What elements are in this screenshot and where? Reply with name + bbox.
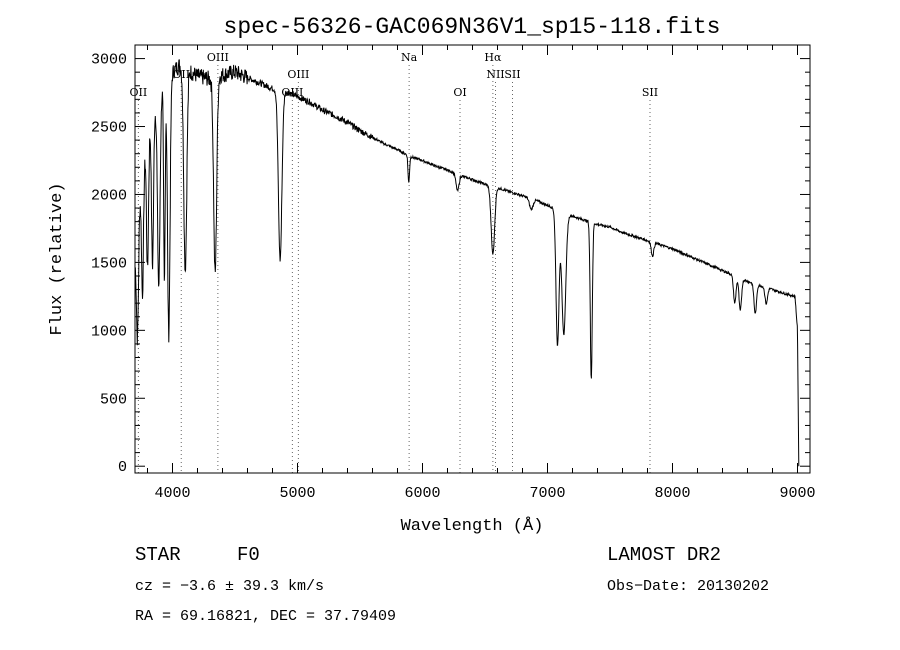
x-tick-label: 4000 <box>154 485 190 502</box>
y-tick-label: 1500 <box>91 255 127 272</box>
line-marker-label: SII <box>504 68 520 81</box>
line-marker-label: Hα <box>484 51 502 64</box>
line-marker-label: OIII <box>287 68 309 81</box>
x-tick-label: 5000 <box>279 485 315 502</box>
x-tick-label: 9000 <box>779 485 815 502</box>
x-tick-label: 8000 <box>654 485 690 502</box>
line-marker-label: OII <box>130 86 148 99</box>
line-marker-label: Na <box>401 51 418 64</box>
line-marker-label: SII <box>642 86 658 99</box>
x-tick-label: 6000 <box>404 485 440 502</box>
y-tick-label: 3000 <box>91 52 127 69</box>
coordinates: RA = 69.16821, DEC = 37.79409 <box>135 608 396 625</box>
plot-frame <box>134 44 811 474</box>
spectrum-line <box>134 59 800 467</box>
spectral-subclass: F0 <box>237 544 260 566</box>
y-axis-ticks: 0 500 1000 1500 2000 2500 3000 <box>91 52 810 476</box>
y-axis-label: Flux (relative) <box>48 182 67 335</box>
obs-date: Obs−Date: 20130202 <box>607 578 769 595</box>
line-marker-label: OI <box>453 86 466 99</box>
x-axis-label: Wavelength (Å) <box>401 517 544 536</box>
y-tick-label: 2000 <box>91 187 127 204</box>
y-tick-label: 1000 <box>91 323 127 340</box>
x-tick-label: 7000 <box>529 485 565 502</box>
line-marker-label: OIII <box>207 51 229 64</box>
y-tick-label: 0 <box>118 459 127 476</box>
y-tick-label: 2500 <box>91 120 127 137</box>
x-axis-ticks: 4000 5000 6000 7000 8000 9000 <box>147 45 816 502</box>
y-tick-label: 500 <box>100 391 127 408</box>
chart-title: spec-56326-GAC069N36V1_sp15-118.fits <box>224 14 721 40</box>
line-marker-label: NII <box>486 68 504 81</box>
data-release: LAMOST DR2 <box>607 544 721 566</box>
redshift-text: cz = −3.6 ± 39.3 km/s <box>135 578 324 595</box>
object-type: STAR <box>135 544 181 566</box>
